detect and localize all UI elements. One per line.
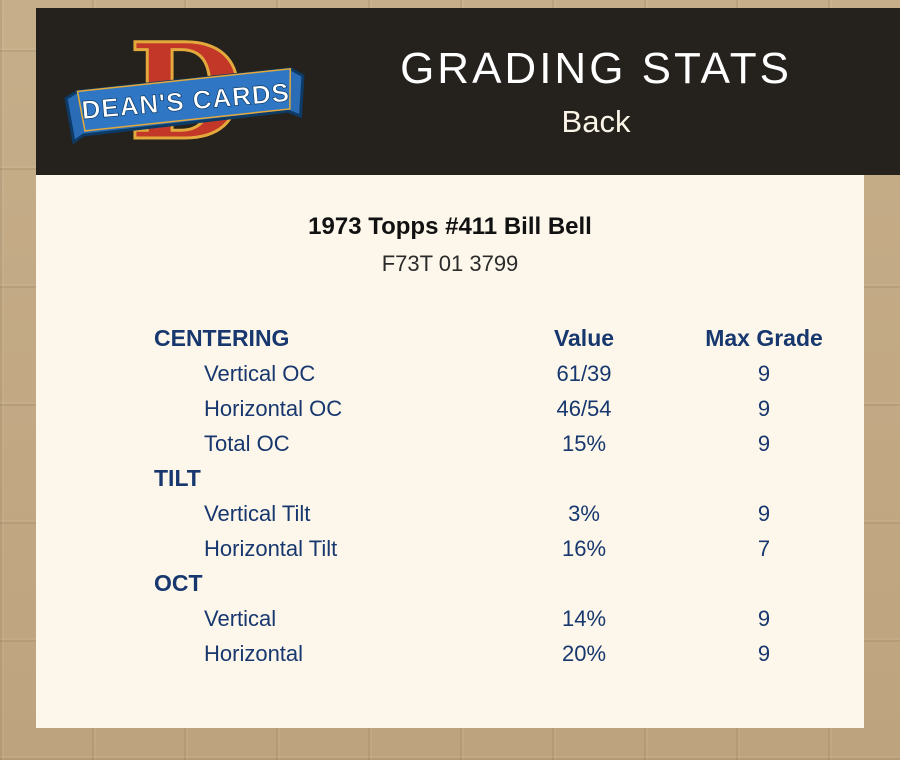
- row-max-grade: 9: [757, 395, 771, 421]
- stats-panel: 1973 Topps #411 Bill Bell F73T 01 3799 C…: [36, 175, 864, 728]
- column-header-max-grade: Max Grade: [705, 325, 823, 351]
- section-label-tilt: TILT: [154, 465, 201, 491]
- row-value: 14%: [561, 605, 607, 631]
- card-code: F73T 01 3799: [381, 251, 519, 276]
- row-label: Horizontal: [204, 640, 304, 666]
- grading-table: CENTERING Value Max Grade Vertical OC 61…: [154, 321, 864, 671]
- header-bar: D DEAN'S CARDS GRADING STATS Back: [36, 8, 900, 175]
- header-title-block: GRADING STATS Back: [322, 44, 900, 140]
- row-label: Vertical Tilt: [204, 500, 311, 526]
- row-max-grade: 9: [757, 430, 771, 456]
- card-title: 1973 Topps #411 Bill Bell: [308, 213, 592, 240]
- row-label: Vertical OC: [204, 360, 316, 386]
- row-value: 20%: [561, 640, 607, 666]
- row-label: Horizontal Tilt: [204, 535, 338, 561]
- row-value: 3%: [568, 500, 600, 526]
- table-row-oct-vertical: Vertical 14% 9: [154, 601, 864, 636]
- row-max-grade: 9: [757, 500, 771, 526]
- page-title: GRADING STATS: [400, 43, 792, 93]
- table-row-vertical-oc: Vertical OC 61/39 9: [154, 356, 864, 391]
- column-header-value: Value: [553, 325, 615, 351]
- row-value: 16%: [561, 535, 607, 561]
- row-label: Vertical: [204, 605, 277, 631]
- table-row-total-oc: Total OC 15% 9: [154, 426, 864, 461]
- table-row-vertical-tilt: Vertical Tilt 3% 9: [154, 496, 864, 531]
- table-header-row: CENTERING Value Max Grade: [154, 321, 864, 356]
- section-row-oct: OCT: [154, 566, 864, 601]
- table-row-horizontal-tilt: Horizontal Tilt 16% 7: [154, 531, 864, 566]
- row-value: 15%: [561, 430, 607, 456]
- row-max-grade: 9: [757, 360, 771, 386]
- deans-cards-logo-icon: D DEAN'S CARDS: [64, 22, 305, 162]
- section-label-oct: OCT: [154, 570, 203, 596]
- row-label: Horizontal OC: [204, 395, 343, 421]
- page-subtitle: Back: [561, 103, 631, 139]
- table-row-horizontal-oc: Horizontal OC 46/54 9: [154, 391, 864, 426]
- column-header-centering: CENTERING: [154, 325, 290, 351]
- row-max-grade: 9: [757, 640, 771, 666]
- section-row-tilt: TILT: [154, 461, 864, 496]
- row-value: 61/39: [556, 360, 612, 386]
- row-value: 46/54: [556, 395, 612, 421]
- table-row-oct-horizontal: Horizontal 20% 9: [154, 636, 864, 671]
- row-max-grade: 9: [757, 605, 771, 631]
- row-label: Total OC: [204, 430, 290, 456]
- row-max-grade: 7: [757, 535, 771, 561]
- deans-cards-logo: D DEAN'S CARDS: [50, 17, 322, 167]
